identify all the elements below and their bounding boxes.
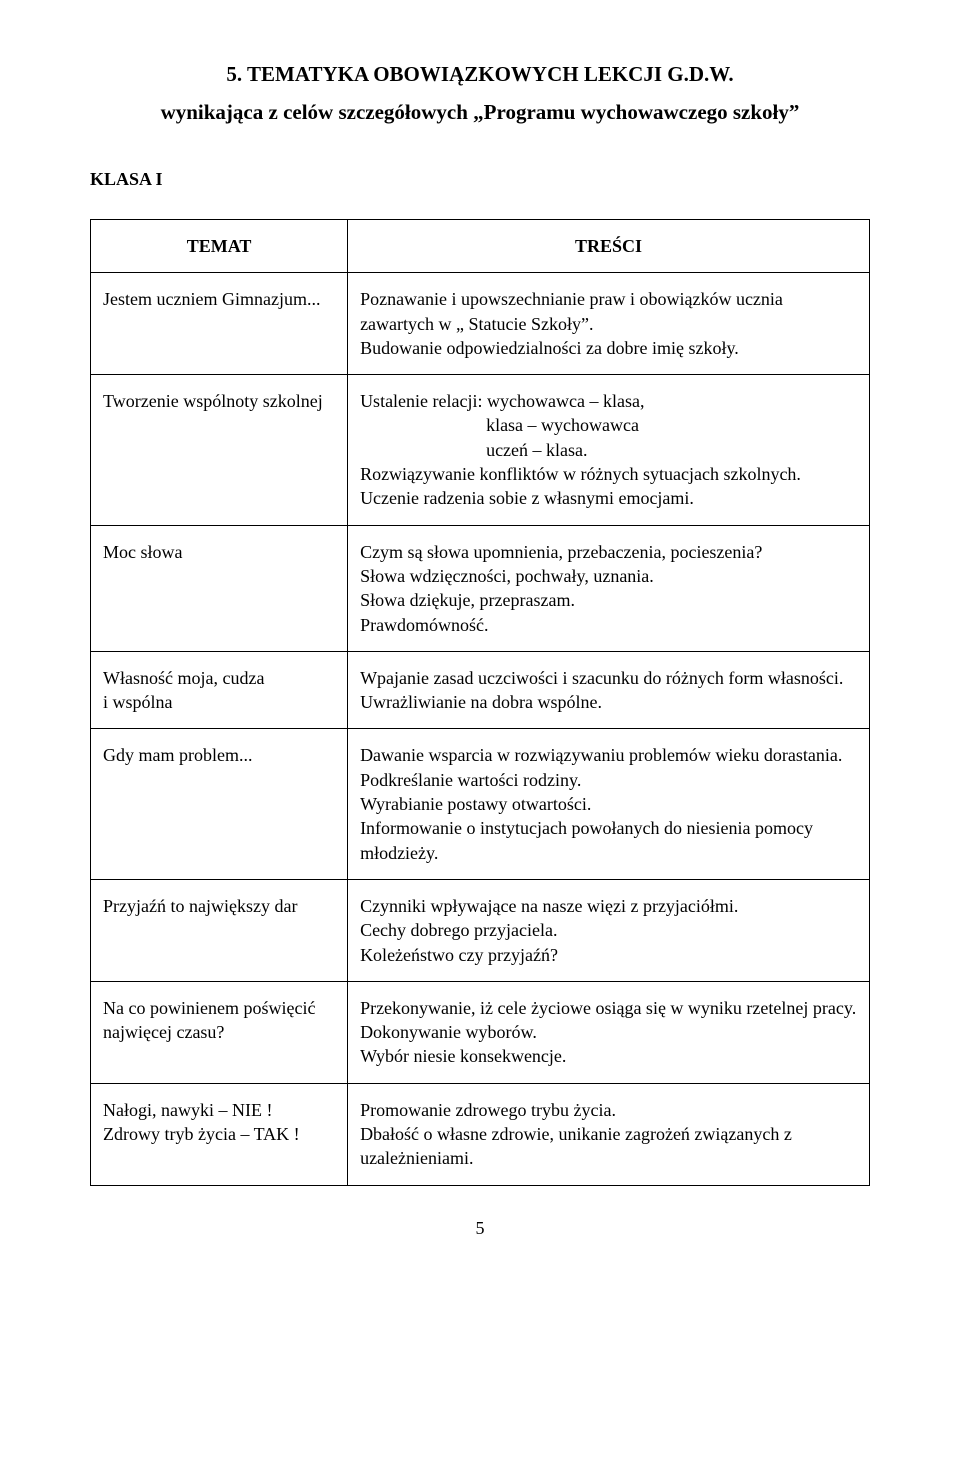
table-row: Tworzenie wspólnoty szkolnejUstalenie re… <box>91 375 870 525</box>
cell-tresci: Przekonywanie, iż cele życiowe osiąga si… <box>348 981 870 1083</box>
table-header-row: TEMAT TREŚCI <box>91 219 870 272</box>
cell-tresci: Czynniki wpływające na nasze więzi z prz… <box>348 879 870 981</box>
cell-tresci: Poznawanie i upowszechnianie praw i obow… <box>348 273 870 375</box>
cell-tresci: Dawanie wsparcia w rozwiązywaniu problem… <box>348 729 870 879</box>
cell-tresci: Promowanie zdrowego trybu życia.Dbałość … <box>348 1083 870 1185</box>
cell-temat: Moc słowa <box>91 525 348 651</box>
cell-temat: Na co powinienem poświęcić najwięcej cza… <box>91 981 348 1083</box>
cell-temat: Przyjaźń to największy dar <box>91 879 348 981</box>
section-subtitle: wynikająca z celów szczegółowych „Progra… <box>90 98 870 126</box>
cell-tresci: Czym są słowa upomnienia, przebaczenia, … <box>348 525 870 651</box>
cell-temat: Nałogi, nawyki – NIE !Zdrowy tryb życia … <box>91 1083 348 1185</box>
lessons-table: TEMAT TREŚCI Jestem uczniem Gimnazjum...… <box>90 219 870 1186</box>
table-row: Moc słowaCzym są słowa upomnienia, przeb… <box>91 525 870 651</box>
page-number: 5 <box>90 1216 870 1240</box>
table-row: Gdy mam problem...Dawanie wsparcia w roz… <box>91 729 870 879</box>
cell-temat: Gdy mam problem... <box>91 729 348 879</box>
section-title: 5. TEMATYKA OBOWIĄZKOWYCH LEKCJI G.D.W. <box>90 60 870 88</box>
cell-temat: Tworzenie wspólnoty szkolnej <box>91 375 348 525</box>
cell-temat: Własność moja, cudzai wspólna <box>91 651 348 729</box>
klasa-heading: KLASA I <box>90 167 870 191</box>
table-row: Przyjaźń to największy darCzynniki wpływ… <box>91 879 870 981</box>
cell-tresci: Ustalenie relacji: wychowawca – klasa, k… <box>348 375 870 525</box>
table-row: Własność moja, cudzai wspólnaWpajanie za… <box>91 651 870 729</box>
table-row: Na co powinienem poświęcić najwięcej cza… <box>91 981 870 1083</box>
table-row: Nałogi, nawyki – NIE !Zdrowy tryb życia … <box>91 1083 870 1185</box>
cell-temat: Jestem uczniem Gimnazjum... <box>91 273 348 375</box>
header-temat: TEMAT <box>91 219 348 272</box>
header-tresci: TREŚCI <box>348 219 870 272</box>
cell-tresci: Wpajanie zasad uczciwości i szacunku do … <box>348 651 870 729</box>
table-row: Jestem uczniem Gimnazjum...Poznawanie i … <box>91 273 870 375</box>
